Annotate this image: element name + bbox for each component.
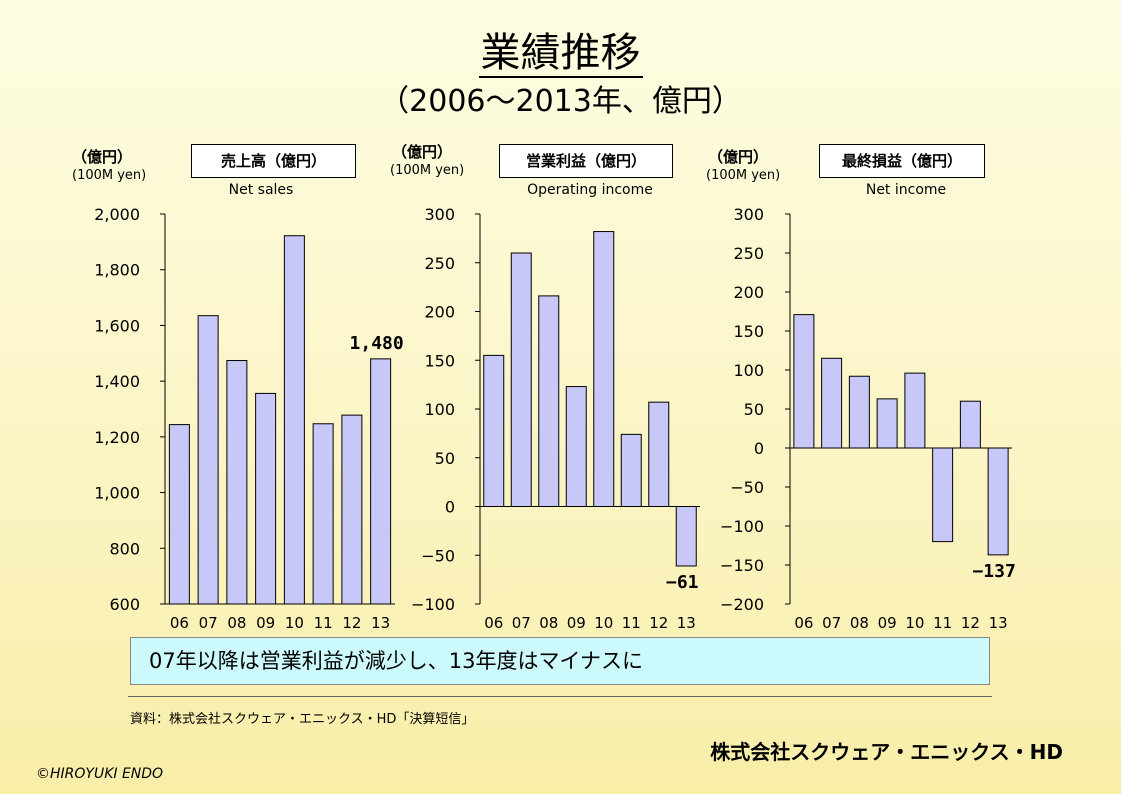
- chart3-y-tick-label: −100: [720, 517, 764, 536]
- chart3-x-tick-label: 12: [961, 614, 980, 632]
- chart2-bar: [483, 354, 505, 507]
- chart1-bar: [226, 360, 248, 605]
- chart2-bar: [675, 506, 697, 567]
- chart1-x-tick-label: 12: [342, 614, 361, 632]
- chart3-y-tick-label: 0: [754, 439, 764, 458]
- chart2-unit-en: (100M yen): [390, 163, 465, 178]
- chart1-y-tick-label: 1,600: [94, 316, 140, 335]
- chart1-bar: [341, 414, 363, 605]
- chart3-bar: [793, 314, 815, 449]
- chart3-x-tick-label: 08: [850, 614, 869, 632]
- chart2-x-tick-label: 06: [484, 614, 503, 632]
- chart2-y-tick-label: 250: [424, 254, 455, 273]
- chart1-y-tick-label: 1,800: [94, 261, 140, 280]
- chart1-x-tick-label: 09: [256, 614, 275, 632]
- chart1-bar: [168, 424, 190, 605]
- chart3-bar: [932, 447, 954, 543]
- chart3-x-tick-label: 07: [822, 614, 841, 632]
- chart1-bar: [255, 392, 277, 605]
- chart2-bar: [538, 295, 560, 507]
- chart2-y-tick-label: −50: [421, 546, 455, 565]
- chart3-bar: [904, 372, 926, 449]
- chart1-y-tick-label: 2,000: [94, 205, 140, 224]
- chart2-y-tick-label: 150: [424, 351, 455, 370]
- chart3-x-tick-label: 10: [905, 614, 924, 632]
- chart3-y-tick-label: 200: [733, 283, 764, 302]
- chart1-x-tick-label: 10: [285, 614, 304, 632]
- chart3-y-tick-label: 300: [733, 205, 764, 224]
- chart2-x-tick-label: 07: [512, 614, 531, 632]
- chart3-bar: [848, 375, 870, 449]
- chart3-x-tick-label: 09: [878, 614, 897, 632]
- chart3-y-tick-label: 150: [733, 322, 764, 341]
- chart1-y-tick-label: 600: [109, 595, 140, 614]
- chart2-bar: [620, 433, 642, 508]
- chart1-title: 売上高（億円）: [191, 144, 356, 178]
- chart1-bar: [370, 358, 392, 605]
- chart3-y-tick-label: 100: [733, 361, 764, 380]
- chart1-unit-jp: （億円）: [72, 148, 133, 166]
- chart2-unit-jp: （億円）: [392, 143, 453, 161]
- chart2-subtitle: Operating income: [527, 182, 653, 198]
- chart1-subtitle: Net sales: [228, 182, 294, 198]
- source-note: 資料：株式会社スクウェア・エニックス・HD「決算短信」: [130, 712, 475, 727]
- chart2-y-tick-label: 100: [424, 400, 455, 419]
- chart2-bar: [648, 401, 670, 507]
- chart1-x-tick-label: 06: [170, 614, 189, 632]
- chart3-x-tick-label: 11: [933, 614, 952, 632]
- chart2-data-label: −61: [666, 572, 699, 593]
- chart1-x-tick-label: 11: [314, 614, 333, 632]
- chart3-bar: [959, 400, 981, 449]
- chart3-y-tick-label: −200: [720, 595, 764, 614]
- chart3-subtitle: Net income: [865, 182, 947, 198]
- company-name: 株式会社スクウェア・エニックス・HD: [710, 740, 1063, 764]
- chart3-unit-jp: （億円）: [708, 148, 769, 166]
- chart3-y-tick-label: −50: [730, 478, 764, 497]
- chart1-bar: [312, 423, 334, 605]
- chart1-y-tick-label: 800: [109, 539, 140, 558]
- chart3-y-tick-label: 250: [733, 244, 764, 263]
- divider: [128, 696, 992, 697]
- page-subtitle: （2006～2013年、億円）: [379, 84, 742, 119]
- chart2-bar: [593, 231, 615, 508]
- chart1-y-tick-label: 1,000: [94, 484, 140, 503]
- chart1-unit-en: (100M yen): [72, 168, 147, 183]
- chart1-bar: [197, 315, 219, 605]
- chart3-title: 最終損益（億円）: [819, 144, 985, 178]
- chart2-x-tick-label: 12: [649, 614, 668, 632]
- chart3-y-tick-label: 50: [744, 400, 764, 419]
- chart3-data-label: −137: [972, 561, 1015, 582]
- chart2-y-tick-label: 200: [424, 303, 455, 322]
- copyright: ©HIROYUKI ENDO: [36, 766, 164, 782]
- chart3-bar: [876, 398, 898, 449]
- chart1-x-tick-label: 07: [199, 614, 218, 632]
- chart2-x-tick-label: 10: [594, 614, 613, 632]
- chart2-bar: [565, 386, 587, 508]
- chart3-bar: [987, 447, 1009, 556]
- chart3-y-tick-label: −150: [720, 556, 764, 575]
- callout-box: 07年以降は営業利益が減少し、13年度はマイナスに: [130, 637, 990, 685]
- chart2-y-tick-label: −100: [411, 595, 455, 614]
- chart2-x-tick-label: 13: [677, 614, 696, 632]
- chart2-y-tick-label: 50: [435, 449, 455, 468]
- chart1-x-tick-label: 13: [371, 614, 390, 632]
- chart1-bar: [283, 235, 305, 605]
- chart2-bar: [510, 252, 532, 507]
- page-title: 業績推移: [478, 30, 643, 78]
- chart1-x-tick-label: 08: [227, 614, 246, 632]
- chart3-unit-en: (100M yen): [706, 168, 781, 183]
- chart2-title: 営業利益（億円）: [499, 144, 673, 178]
- chart2-y-tick-label: 0: [445, 498, 455, 517]
- chart2-x-tick-label: 09: [567, 614, 586, 632]
- chart3-bar: [821, 357, 843, 449]
- chart3-x-tick-label: 13: [989, 614, 1008, 632]
- chart2-x-tick-label: 08: [539, 614, 558, 632]
- chart3-x-tick-label: 06: [794, 614, 813, 632]
- chart2-y-tick-label: 300: [424, 205, 455, 224]
- chart1-y-tick-label: 1,400: [94, 372, 140, 391]
- chart1-data-label: 1,480: [350, 333, 404, 354]
- chart2-x-tick-label: 11: [622, 614, 641, 632]
- chart1-y-tick-label: 1,200: [94, 428, 140, 447]
